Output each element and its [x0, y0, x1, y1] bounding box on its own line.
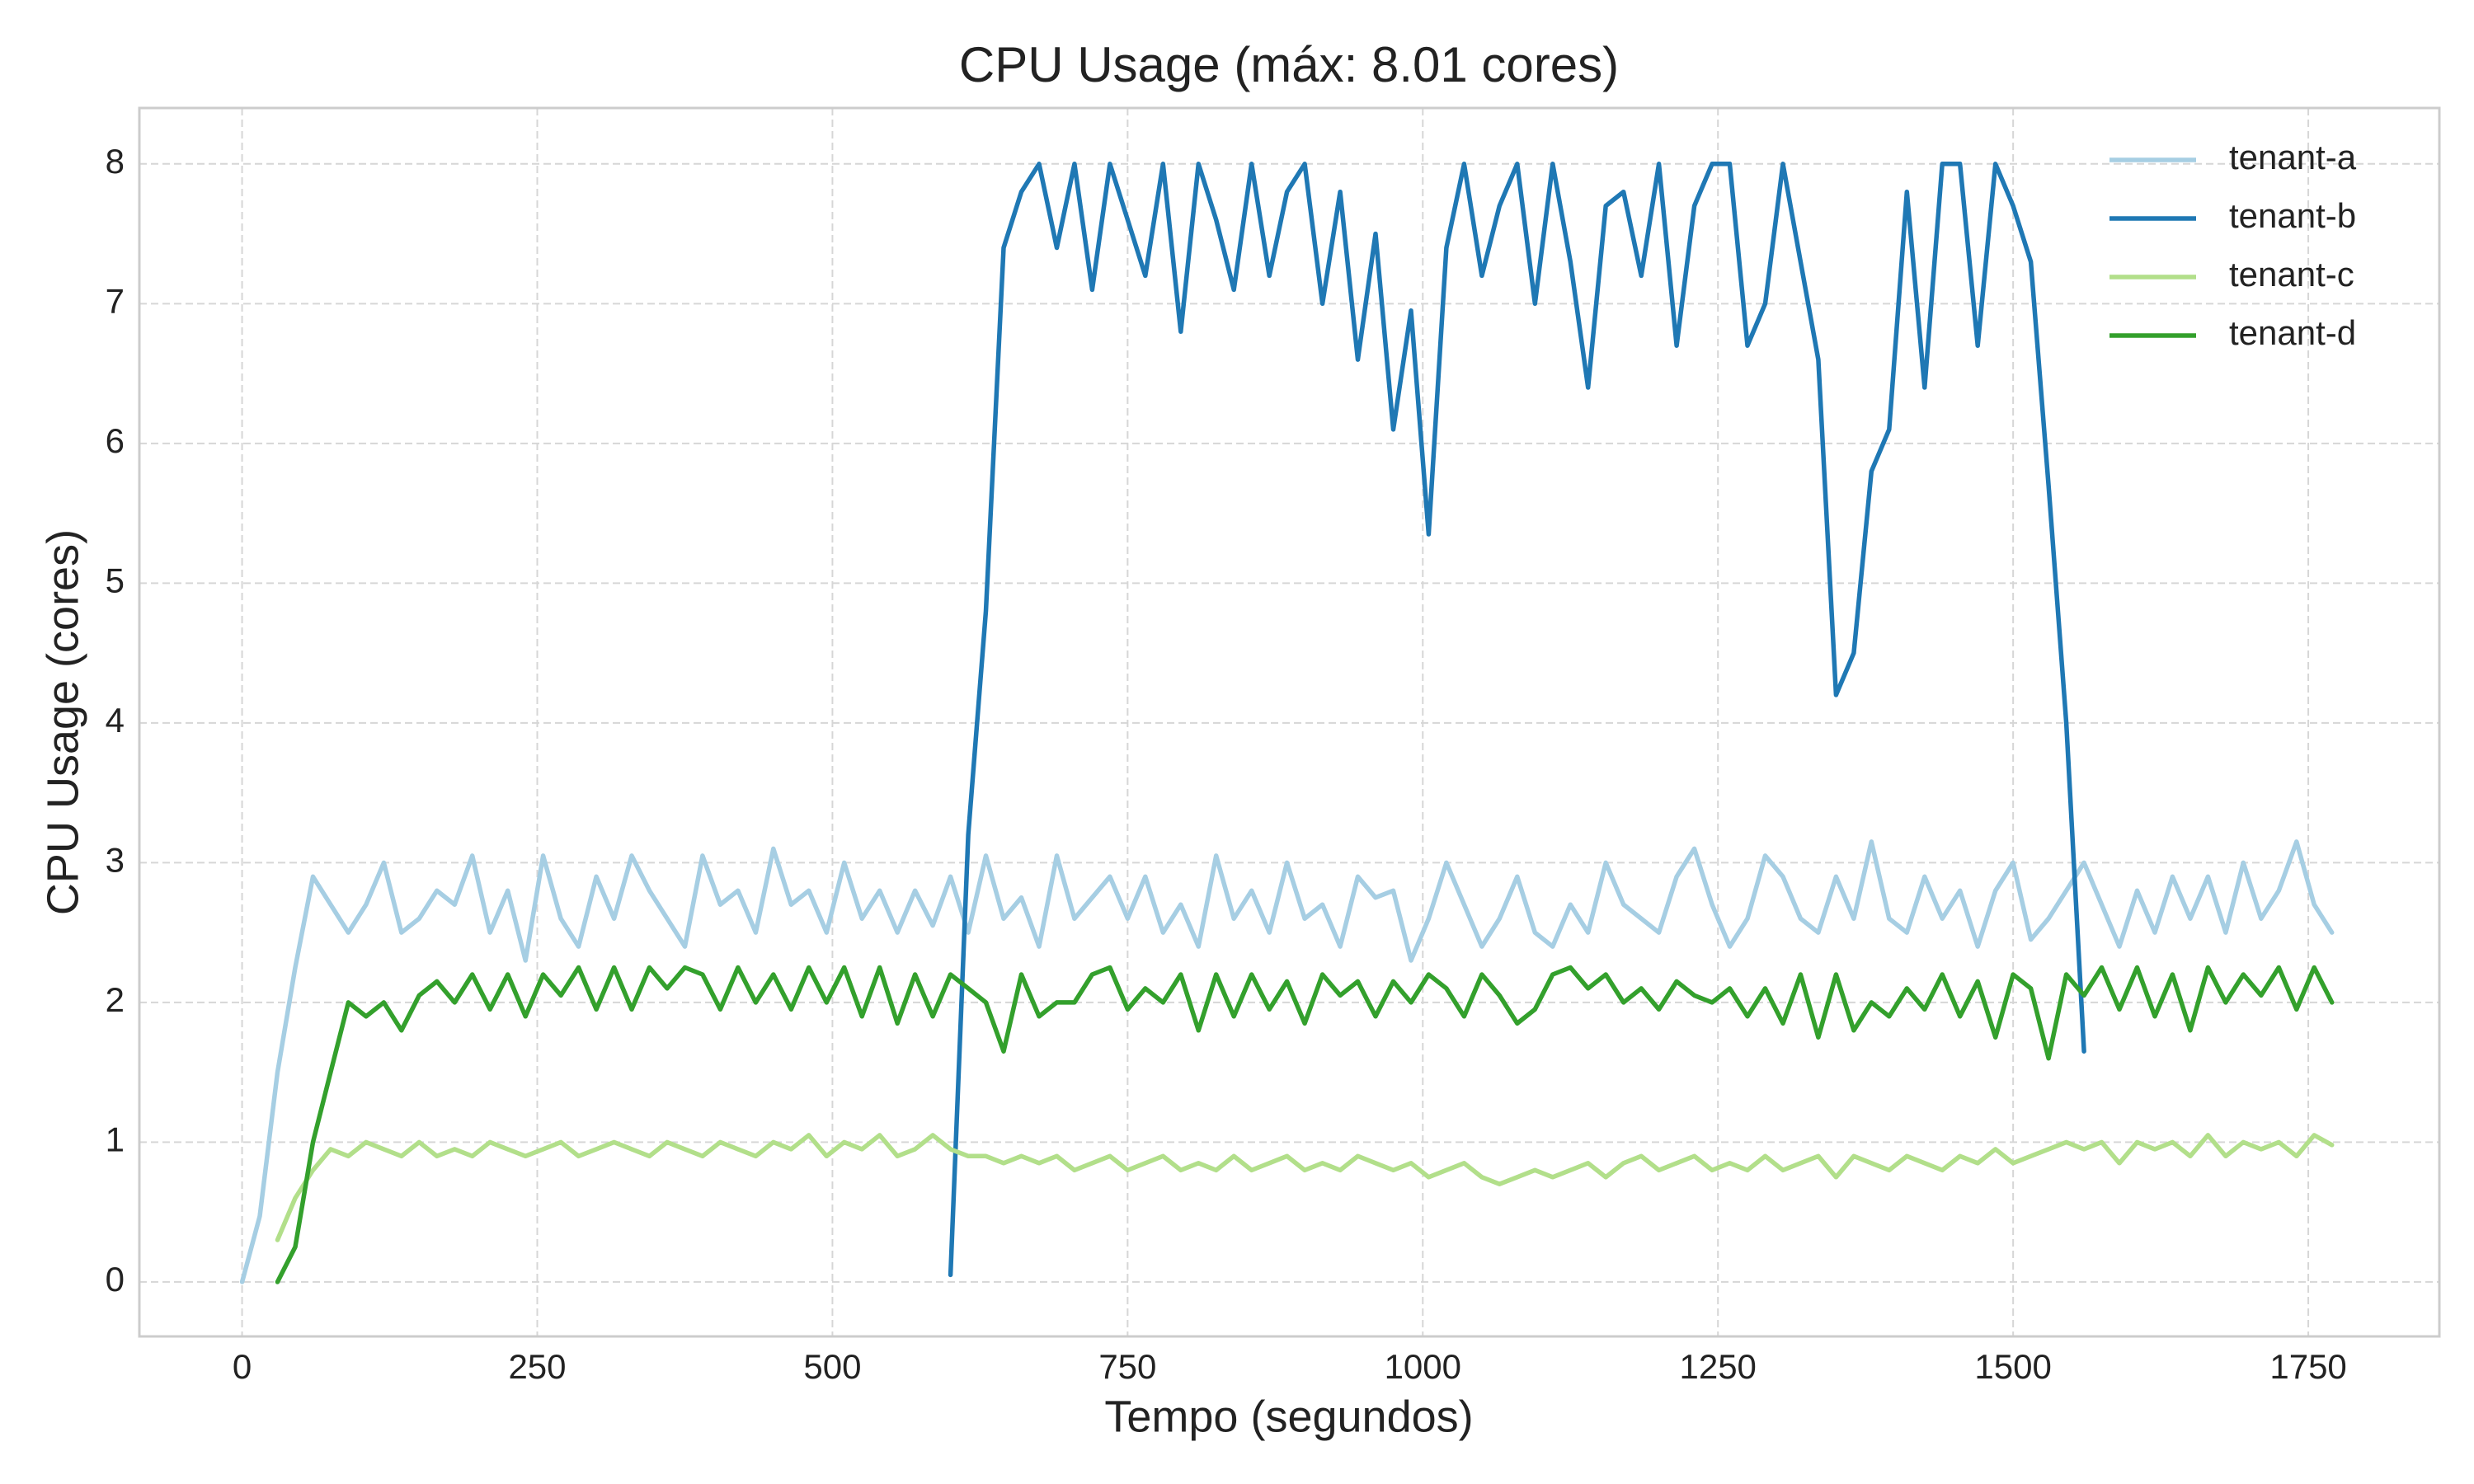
x-tick-label: 1000: [1385, 1347, 1461, 1386]
series-line: [275, 965, 2335, 1284]
chart-title: CPU Usage (máx: 8.01 cores): [959, 37, 1619, 92]
x-tick-label: 500: [803, 1347, 861, 1386]
legend-label: tenant-c: [2229, 255, 2354, 294]
y-tick-label: 5: [106, 561, 125, 599]
plot-frame: [138, 106, 2441, 1338]
x-tick-label: 750: [1098, 1347, 1156, 1386]
x-tick-label: 250: [508, 1347, 566, 1386]
x-tick-label: 1250: [1679, 1347, 1756, 1386]
x-tick-label: 1500: [1974, 1347, 2051, 1386]
y-tick-label: 0: [106, 1260, 125, 1298]
legend-label: tenant-b: [2229, 196, 2356, 235]
legend-label: tenant-a: [2229, 138, 2357, 176]
y-tick-label: 4: [106, 701, 125, 740]
y-tick-label: 3: [106, 840, 125, 879]
x-tick-label: 0: [233, 1347, 252, 1386]
x-tick-label: 1750: [2269, 1347, 2346, 1386]
legend-label: tenant-d: [2229, 313, 2356, 352]
y-tick-label: 1: [106, 1120, 125, 1158]
y-axis-label: CPU Usage (cores): [38, 529, 87, 915]
y-tick-label: 8: [106, 142, 125, 181]
y-tick-label: 7: [106, 281, 125, 320]
y-tick-label: 6: [106, 421, 125, 460]
series-line: [239, 839, 2335, 1284]
y-tick-label: 2: [106, 980, 125, 1019]
series-line: [275, 1133, 2335, 1242]
series-line: [948, 162, 2086, 1278]
x-axis-label: Tempo (segundos): [1104, 1392, 1473, 1441]
